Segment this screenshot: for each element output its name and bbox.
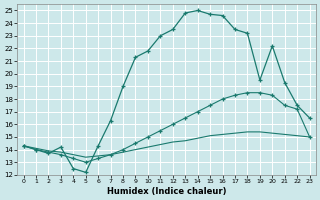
X-axis label: Humidex (Indice chaleur): Humidex (Indice chaleur) (107, 187, 226, 196)
